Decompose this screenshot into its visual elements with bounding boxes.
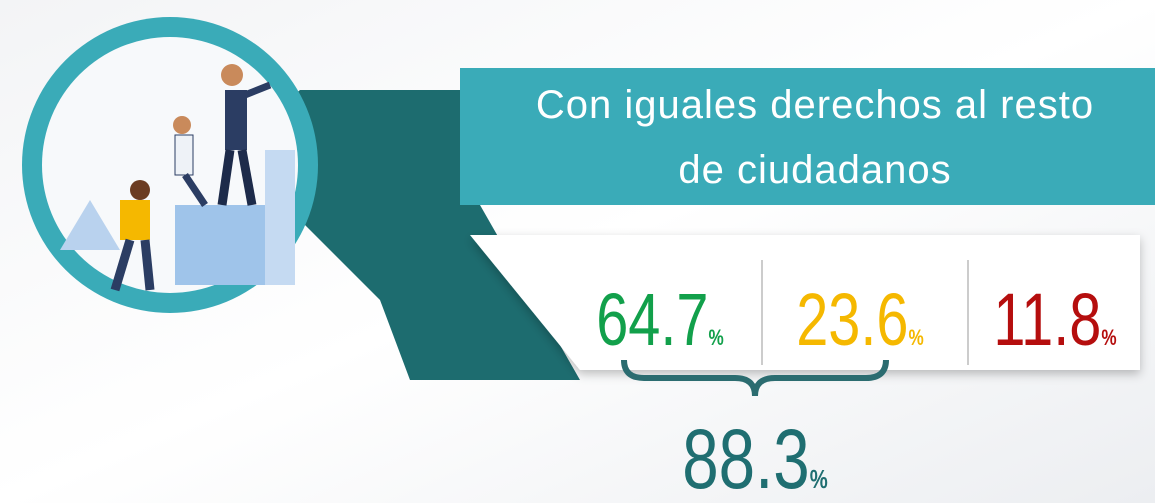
stat-number: 64.7 xyxy=(596,279,708,362)
stat-number: 23.6 xyxy=(796,279,908,362)
stat-unit: % xyxy=(709,326,725,351)
stat-unit: % xyxy=(810,465,828,494)
infographic: Con iguales derechos al resto de ciudada… xyxy=(0,0,1155,503)
stat-number: 88.3 xyxy=(682,412,810,503)
stat-number: 11.8 xyxy=(993,279,1101,362)
heading-line-2: de ciudadanos xyxy=(678,148,951,192)
stat-value: 23.6% xyxy=(796,279,924,362)
stat-value: 88.3% xyxy=(682,412,828,503)
stat-value: 11.8% xyxy=(993,279,1117,362)
stat-unit: % xyxy=(1101,326,1117,351)
stat-value: 64.7% xyxy=(596,279,724,362)
heading-line-1: Con iguales derechos al resto xyxy=(536,83,1094,127)
stat-unit: % xyxy=(909,326,925,351)
